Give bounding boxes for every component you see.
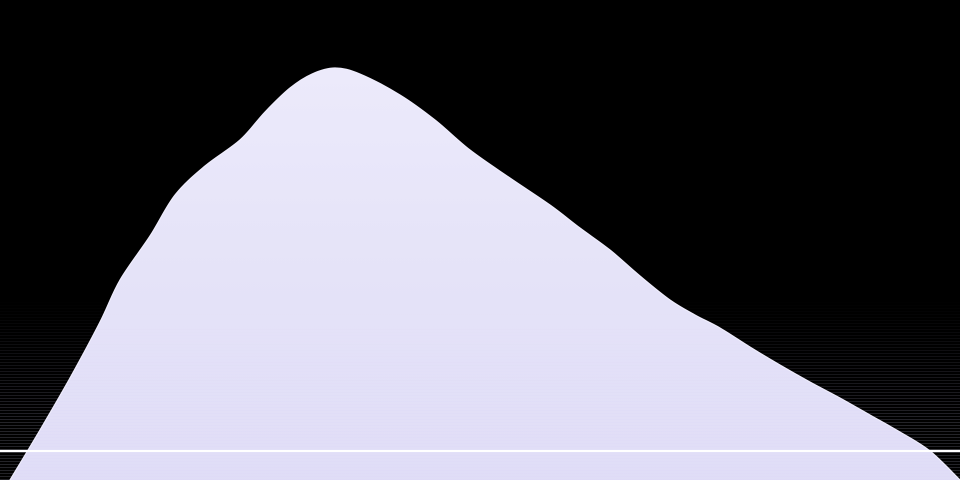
density-area-fill	[10, 68, 960, 480]
density-curve-outline	[9, 67, 960, 480]
